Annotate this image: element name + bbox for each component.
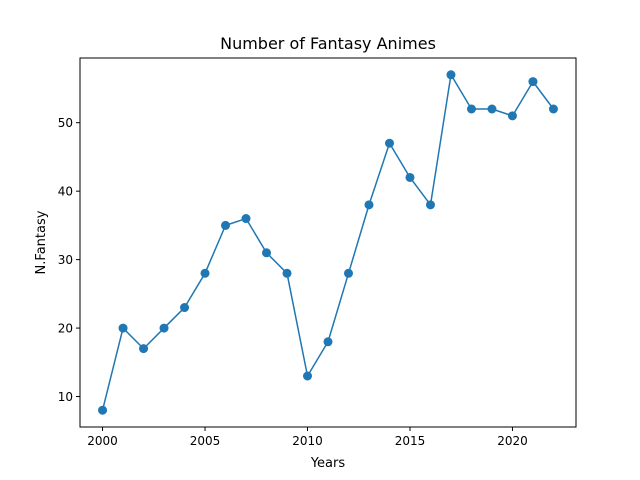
plot-area [98,70,558,415]
data-point [548,104,558,114]
data-point [364,200,374,210]
data-point [221,220,231,230]
data-point [446,70,456,80]
y-axis: 10 20 30 40 50 [58,116,80,404]
data-point [466,104,476,114]
data-point [303,371,313,381]
data-point [405,172,415,182]
data-point [487,104,497,114]
data-point [241,214,251,224]
data-point [343,268,353,278]
y-axis-label: N.Fantasy [34,210,49,274]
data-point [384,138,394,148]
chart-title: Number of Fantasy Animes [220,34,436,53]
data-point [282,268,292,278]
y-tick-label: 30 [58,253,73,267]
data-point [180,303,190,313]
x-axis: 2000 2005 2010 2015 2020 [87,427,528,448]
plot-frame [79,57,577,428]
x-tick-label: 2000 [87,434,118,448]
data-point [425,200,435,210]
x-axis-label: Years [310,456,346,471]
y-tick-label: 20 [58,322,73,336]
x-tick-label: 2005 [190,434,221,448]
x-tick-label: 2010 [292,434,323,448]
x-tick-label: 2015 [395,434,426,448]
data-point [323,337,333,347]
data-point [139,344,149,354]
data-point [528,77,538,87]
y-tick-label: 50 [58,116,73,130]
data-point [200,268,210,278]
y-tick-label: 40 [58,185,73,199]
data-point [159,323,169,333]
data-point [507,111,517,121]
data-point [262,248,272,258]
data-point [98,405,108,415]
y-tick-label: 10 [58,390,73,404]
data-point [118,323,128,333]
x-tick-label: 2020 [497,434,528,448]
